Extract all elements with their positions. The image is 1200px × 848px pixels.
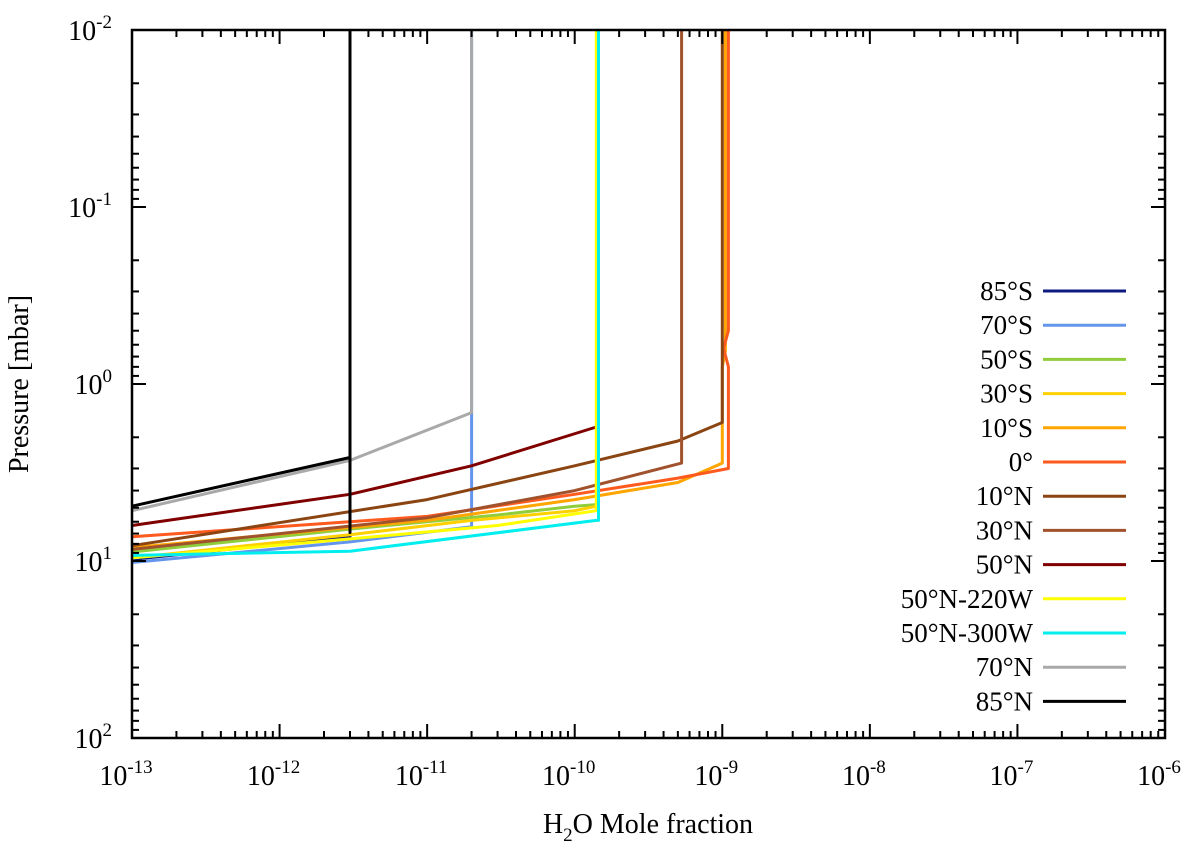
x-axis-label-subscript: 2 (563, 825, 573, 846)
series-line-11 (131, 30, 474, 513)
legend-label: 50°N (976, 550, 1033, 580)
x-tick-exponent: -12 (275, 757, 300, 778)
x-tick-label: 10-13 (99, 757, 152, 792)
x-tick-base: 10 (842, 761, 870, 792)
series-line-2 (131, 503, 597, 554)
x-tick-label: 10-6 (1137, 757, 1181, 792)
x-tick-exponent: -10 (570, 757, 595, 778)
x-tick-base: 10 (99, 761, 127, 792)
x-tick-label: 10-8 (842, 757, 886, 792)
series-line-3 (131, 504, 597, 560)
series-line-10 (131, 30, 600, 557)
legend-label: 10°S (980, 413, 1033, 443)
x-tick-base: 10 (542, 761, 570, 792)
y-tick-label: 10-1 (68, 189, 112, 224)
x-tick-exponent: -7 (1018, 757, 1034, 778)
series-line-1 (131, 30, 474, 564)
series-line-7 (131, 30, 684, 551)
legend-label: 70°S (980, 310, 1033, 340)
x-tick-base: 10 (694, 761, 722, 792)
legend-label: 50°S (980, 344, 1033, 374)
y-tick-base: 10 (75, 724, 103, 755)
x-tick-label: 10-7 (990, 757, 1034, 792)
y-tick-label: 10-2 (68, 12, 112, 47)
series-line-12 (131, 30, 352, 534)
legend-label: 85°S (980, 276, 1033, 306)
legend-label: 85°N (976, 686, 1033, 716)
y-tick-exponent: 1 (103, 543, 113, 564)
y-tick-exponent: -2 (96, 12, 112, 33)
y-tick-label: 101 (75, 543, 113, 578)
series-line-8 (131, 425, 597, 527)
legend-label: 50°N-300W (901, 618, 1034, 648)
y-tick-label: 102 (75, 720, 113, 755)
series-line-5 (131, 30, 730, 539)
x-tick-exponent: -6 (1165, 757, 1181, 778)
y-tick-label: 100 (75, 366, 113, 401)
legend-label: 10°N (976, 481, 1033, 511)
x-tick-exponent: -11 (423, 757, 448, 778)
x-tick-label: 10-12 (247, 757, 300, 792)
series-line-4 (131, 30, 727, 550)
plot-series (131, 30, 730, 564)
x-tick-exponent: -9 (722, 757, 738, 778)
x-axis-label-suffix: O Mole fraction (573, 809, 753, 840)
y-tick-base: 10 (68, 16, 96, 47)
x-tick-base: 10 (395, 761, 423, 792)
series-line-0 (131, 30, 352, 561)
y-tick-base: 10 (68, 193, 96, 224)
series-line-6 (131, 30, 724, 548)
x-axis-label-prefix: H (543, 809, 563, 840)
x-tick-label: 10-11 (395, 757, 448, 792)
x-axis-label: H2O Mole fraction (543, 809, 753, 846)
x-tick-label: 10-9 (694, 757, 738, 792)
y-tick-base: 10 (75, 547, 103, 578)
legend-label: 30°N (976, 515, 1033, 545)
series-line-9 (131, 30, 598, 560)
y-tick-exponent: -1 (96, 189, 112, 210)
y-tick-exponent: 2 (103, 720, 113, 741)
x-tick-base: 10 (247, 761, 275, 792)
x-tick-exponent: -8 (870, 757, 886, 778)
legend-label: 50°N-220W (901, 584, 1034, 614)
axis-ticks (131, 29, 1166, 739)
y-tick-exponent: 0 (103, 366, 113, 387)
legend: 85°S 70°S 50°S 30°S 10°S 0° 10°N 30°N 50°N 50°N-2… (901, 276, 1126, 716)
x-tick-base: 10 (1137, 761, 1165, 792)
y-axis-label: Pressure [mbar] (4, 295, 35, 473)
legend-label: 0° (1009, 447, 1033, 477)
legend-label: 30°S (980, 379, 1033, 409)
tick-labels: 10-13 10-12 10-11 10-10 10-9 10-8 10-7 10-610-2… (68, 12, 1181, 792)
legend-label: 70°N (976, 652, 1033, 682)
x-tick-exponent: -13 (127, 757, 152, 778)
y-tick-base: 10 (75, 370, 103, 401)
x-tick-label: 10-10 (542, 757, 595, 792)
x-tick-base: 10 (990, 761, 1018, 792)
